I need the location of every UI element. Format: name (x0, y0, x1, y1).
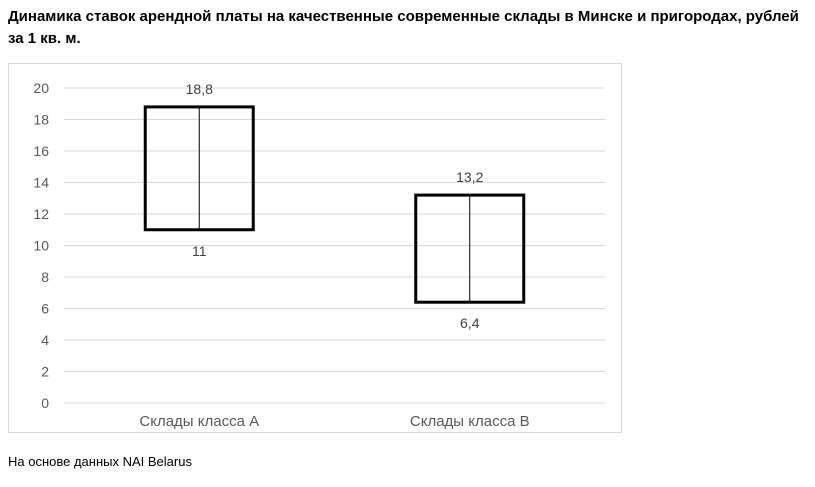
data-labels: 18,8 11 13,2 6,4 (186, 81, 484, 331)
data-label-low: 11 (192, 243, 207, 259)
range-chart: 0 2 4 6 8 10 12 14 16 18 20 18,8 11 13,2 6,4 Склады к… (33, 80, 605, 430)
data-label-high: 18,8 (186, 81, 213, 97)
y-tick-label: 6 (41, 301, 49, 317)
y-tick-label: 10 (33, 238, 49, 254)
category-label: Склады класса А (139, 413, 259, 430)
y-tick-label: 0 (41, 395, 49, 411)
y-tick-label: 14 (33, 175, 49, 191)
gridlines (64, 87, 605, 404)
source-note: На основе данных NAI Belarus (8, 454, 192, 469)
chart-area: 0 2 4 6 8 10 12 14 16 18 20 18,8 11 13,2 6,4 Склады к… (8, 63, 622, 433)
y-tick-label: 16 (33, 143, 49, 159)
y-tick-label: 2 (41, 364, 49, 380)
y-axis-ticks: 0 2 4 6 8 10 12 14 16 18 20 (33, 80, 49, 411)
y-tick-label: 12 (33, 206, 49, 222)
data-label-low: 6,4 (460, 315, 480, 331)
y-tick-label: 20 (33, 80, 49, 96)
y-tick-label: 8 (41, 269, 49, 285)
y-tick-label: 4 (41, 332, 49, 348)
x-axis-categories: Склады класса А Склады класса В (139, 413, 529, 430)
range-boxes (143, 105, 526, 304)
category-label: Склады класса В (410, 413, 530, 430)
chart-title: Динамика ставок арендной платы на качест… (8, 8, 799, 47)
data-label-high: 13,2 (456, 169, 483, 185)
y-tick-label: 18 (33, 112, 49, 128)
